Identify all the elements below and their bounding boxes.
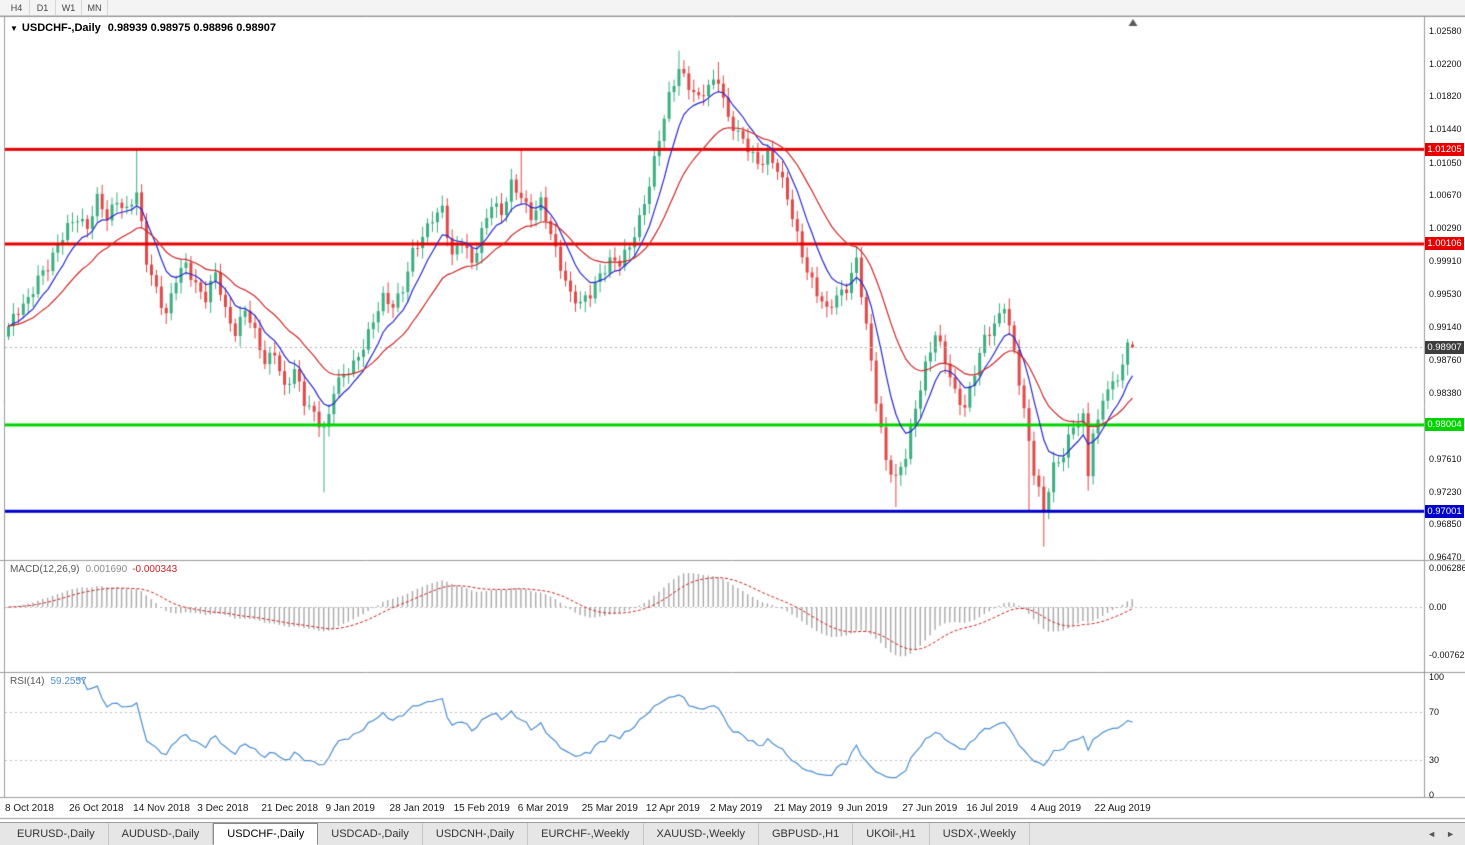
price-tick-label: 1.00670 bbox=[1429, 190, 1462, 201]
timeframe-button-d1[interactable]: D1 bbox=[30, 0, 56, 15]
date-label: 8 Oct 2018 bbox=[5, 803, 54, 814]
timeframe-button-w1[interactable]: W1 bbox=[56, 0, 82, 15]
price-tick-label: 1.02580 bbox=[1429, 25, 1462, 36]
price-tick-label: 0.99140 bbox=[1429, 322, 1462, 333]
tab-scroll-arrows: ◄ ► bbox=[1422, 823, 1465, 845]
date-label: 6 Mar 2019 bbox=[517, 803, 569, 814]
tab-eurusd-daily[interactable]: EURUSD-,Daily bbox=[4, 823, 109, 845]
rsi-value: 59.2557 bbox=[50, 676, 87, 687]
price-tick-label: 1.02200 bbox=[1429, 58, 1462, 69]
macd-signal-value: -0.000343 bbox=[132, 564, 178, 575]
date-label: 15 Feb 2019 bbox=[453, 803, 510, 814]
macd-indicator-label: MACD(12,26,9) 0.001690 -0.000343 bbox=[10, 564, 177, 575]
macd-name: MACD(12,26,9) bbox=[10, 564, 80, 575]
price-tick-label: 0.97610 bbox=[1429, 453, 1462, 464]
tab-usdchf-daily[interactable]: USDCHF-,Daily bbox=[213, 823, 319, 845]
macd-tick-label: -0.00762 bbox=[1429, 649, 1465, 660]
price-level-box-0-98004: 0.98004 bbox=[1425, 418, 1464, 431]
date-label: 27 Jun 2019 bbox=[902, 803, 958, 814]
price-tick-label: 0.96470 bbox=[1429, 552, 1462, 562]
tab-xauusd-weekly[interactable]: XAUUSD-,Weekly bbox=[643, 823, 759, 845]
date-label: 16 Jul 2019 bbox=[966, 803, 1019, 814]
date-label: 26 Oct 2018 bbox=[69, 803, 124, 814]
rsi-indicator-label: RSI(14) 59.2557 bbox=[10, 676, 87, 687]
rsi-tick-label: 0 bbox=[1429, 790, 1435, 800]
chart-menu-icon[interactable]: ▼ bbox=[10, 24, 18, 33]
tab-usdcnh-daily[interactable]: USDCNH-,Daily bbox=[422, 823, 529, 845]
time-axis[interactable]: 8 Oct 2018 26 Oct 2018 14 Nov 2018 3 Dec 20… bbox=[0, 797, 1424, 819]
timeframe-toolbar: H4 D1 W1 MN bbox=[0, 0, 1465, 16]
rsi-name: RSI(14) bbox=[10, 676, 45, 687]
macd-main-value: 0.001690 bbox=[85, 564, 128, 575]
price-tick-label: 1.01050 bbox=[1429, 157, 1462, 168]
macd-tick-label: 0.006286 bbox=[1429, 562, 1465, 573]
date-label: 22 Aug 2019 bbox=[1094, 803, 1151, 814]
chart-title: ▼ USDCHF-,Daily 0.98939 0.98975 0.98896 0.… bbox=[10, 22, 276, 34]
tab-ukoil-h1[interactable]: UKOil-,H1 bbox=[853, 823, 930, 845]
tab-usdcad-daily[interactable]: USDCAD-,Daily bbox=[318, 823, 423, 845]
tab-audusd-daily[interactable]: AUDUSD-,Daily bbox=[108, 823, 214, 845]
date-label: 25 Mar 2019 bbox=[581, 803, 638, 814]
price-level-box-1-00106: 1.00106 bbox=[1425, 237, 1464, 250]
chart-symbol-period: USDCHF-,Daily bbox=[21, 22, 101, 34]
price-tick-label: 0.96850 bbox=[1429, 519, 1462, 530]
date-label: 9 Jun 2019 bbox=[838, 803, 888, 814]
tab-scroll-right-icon[interactable]: ► bbox=[1446, 829, 1455, 839]
macd-tick-label: 0.00 bbox=[1429, 602, 1447, 612]
price-level-box-1-01205: 1.01205 bbox=[1425, 143, 1464, 156]
price-tick-label: 1.01820 bbox=[1429, 91, 1462, 102]
chart-tab-bar: EURUSD-,Daily AUDUSD-,Daily USDCHF-,Daily U… bbox=[0, 822, 1465, 845]
chart-ohlc-values: 0.98939 0.98975 0.98896 0.98907 bbox=[107, 22, 276, 34]
current-price-box: 0.98907 bbox=[1425, 341, 1464, 354]
date-label: 12 Apr 2019 bbox=[645, 803, 700, 814]
tab-gbpusd-h1[interactable]: GBPUSD-,H1 bbox=[758, 823, 854, 845]
date-label: 9 Jan 2019 bbox=[325, 803, 375, 814]
rsi-tick-label: 100 bbox=[1429, 672, 1445, 682]
timeframe-button-mn[interactable]: MN bbox=[82, 0, 108, 15]
date-label: 21 May 2019 bbox=[774, 803, 832, 814]
price-tick-label: 1.00290 bbox=[1429, 223, 1462, 234]
price-level-box-0-97001: 0.97001 bbox=[1425, 505, 1464, 518]
price-tick-label: 1.01440 bbox=[1429, 124, 1462, 135]
date-label: 3 Dec 2018 bbox=[197, 803, 249, 814]
tab-usdx-weekly[interactable]: USDX-,Weekly bbox=[929, 823, 1030, 845]
price-tick-label: 0.98760 bbox=[1429, 354, 1462, 365]
price-tick-label: 0.99530 bbox=[1429, 288, 1462, 299]
tab-scroll-left-icon[interactable]: ◄ bbox=[1427, 829, 1437, 839]
date-label: 2 May 2019 bbox=[709, 803, 763, 814]
price-tick-label: 0.97230 bbox=[1429, 486, 1462, 497]
tab-eurchf-weekly[interactable]: EURCHF-,Weekly bbox=[528, 823, 644, 845]
rsi-tick-label: 70 bbox=[1429, 707, 1440, 718]
date-label: 14 Nov 2018 bbox=[133, 803, 190, 814]
timeframe-button-h4[interactable]: H4 bbox=[4, 0, 30, 15]
date-label: 4 Aug 2019 bbox=[1030, 803, 1082, 814]
price-tick-label: 0.99910 bbox=[1429, 255, 1462, 266]
price-tick-label: 0.98380 bbox=[1429, 387, 1462, 398]
rsi-tick-label: 30 bbox=[1429, 754, 1440, 765]
date-label: 21 Dec 2018 bbox=[261, 803, 319, 814]
price-axis[interactable]: 1.02580 1.02200 1.01820 1.01440 1.01050 1.006… bbox=[1424, 0, 1465, 820]
date-label: 28 Jan 2019 bbox=[389, 803, 445, 814]
